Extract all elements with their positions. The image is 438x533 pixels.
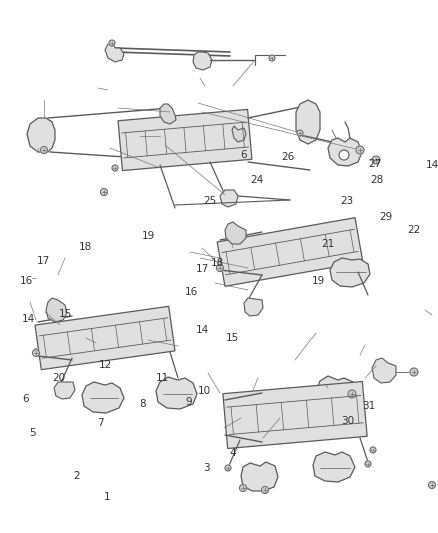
Circle shape	[371, 156, 379, 164]
Text: 16: 16	[184, 287, 197, 297]
Polygon shape	[159, 104, 176, 124]
Text: 27: 27	[368, 159, 381, 169]
Polygon shape	[46, 298, 67, 322]
Circle shape	[225, 465, 230, 471]
Polygon shape	[27, 118, 55, 152]
Text: 31: 31	[361, 401, 374, 411]
Polygon shape	[315, 376, 356, 409]
Text: 25: 25	[203, 197, 216, 206]
Circle shape	[112, 165, 118, 171]
Circle shape	[369, 447, 375, 453]
Polygon shape	[82, 382, 124, 413]
Text: 16: 16	[20, 277, 33, 286]
Bar	[118, 109, 251, 171]
Bar	[217, 217, 362, 286]
Text: 29: 29	[378, 212, 391, 222]
Text: 22: 22	[406, 225, 420, 235]
Text: 10: 10	[197, 386, 210, 395]
Text: 3: 3	[202, 463, 209, 473]
Polygon shape	[219, 190, 237, 207]
Text: 20: 20	[53, 374, 66, 383]
Text: 12: 12	[99, 360, 112, 370]
Polygon shape	[244, 298, 262, 316]
Text: 15: 15	[58, 310, 71, 319]
Text: 2: 2	[73, 471, 80, 481]
Circle shape	[239, 484, 246, 491]
Circle shape	[40, 147, 47, 154]
Text: 6: 6	[22, 394, 29, 403]
Text: 21: 21	[321, 239, 334, 248]
Text: 18: 18	[210, 258, 223, 268]
Text: 19: 19	[311, 276, 324, 286]
Text: 30: 30	[341, 416, 354, 426]
Text: 7: 7	[96, 418, 103, 427]
Text: 18: 18	[79, 242, 92, 252]
Text: 28: 28	[369, 175, 382, 184]
Text: 17: 17	[36, 256, 49, 266]
Text: 23: 23	[339, 197, 353, 206]
Text: 4: 4	[229, 448, 236, 458]
Text: 6: 6	[240, 150, 247, 159]
Circle shape	[355, 146, 363, 154]
Text: 26: 26	[280, 152, 293, 162]
Polygon shape	[240, 462, 277, 491]
Bar	[35, 306, 175, 370]
Polygon shape	[329, 258, 369, 287]
Text: 8: 8	[139, 399, 146, 409]
Polygon shape	[155, 377, 197, 409]
Circle shape	[268, 55, 274, 61]
Circle shape	[216, 264, 223, 271]
Circle shape	[409, 368, 417, 376]
Polygon shape	[327, 138, 361, 166]
Circle shape	[261, 487, 268, 494]
Circle shape	[364, 461, 370, 467]
Polygon shape	[105, 42, 124, 62]
Text: 19: 19	[141, 231, 155, 241]
Text: 11: 11	[155, 374, 169, 383]
Polygon shape	[231, 126, 245, 142]
Circle shape	[297, 130, 302, 136]
Polygon shape	[295, 100, 319, 144]
Text: 14: 14	[195, 326, 208, 335]
Circle shape	[100, 189, 107, 196]
Circle shape	[347, 390, 355, 398]
Polygon shape	[312, 452, 354, 482]
Circle shape	[338, 150, 348, 160]
Text: 1: 1	[104, 492, 111, 502]
Text: 24: 24	[250, 175, 263, 185]
Text: 9: 9	[185, 398, 192, 407]
Text: 5: 5	[29, 429, 36, 438]
Polygon shape	[193, 52, 212, 70]
Text: 17: 17	[195, 264, 208, 274]
Polygon shape	[371, 358, 395, 383]
Bar	[223, 382, 366, 448]
Text: 15: 15	[226, 334, 239, 343]
Polygon shape	[225, 222, 245, 244]
Text: 14: 14	[22, 314, 35, 324]
Circle shape	[427, 481, 434, 489]
Circle shape	[32, 350, 39, 357]
Text: 14: 14	[425, 160, 438, 170]
Circle shape	[109, 40, 115, 46]
Polygon shape	[54, 382, 75, 399]
